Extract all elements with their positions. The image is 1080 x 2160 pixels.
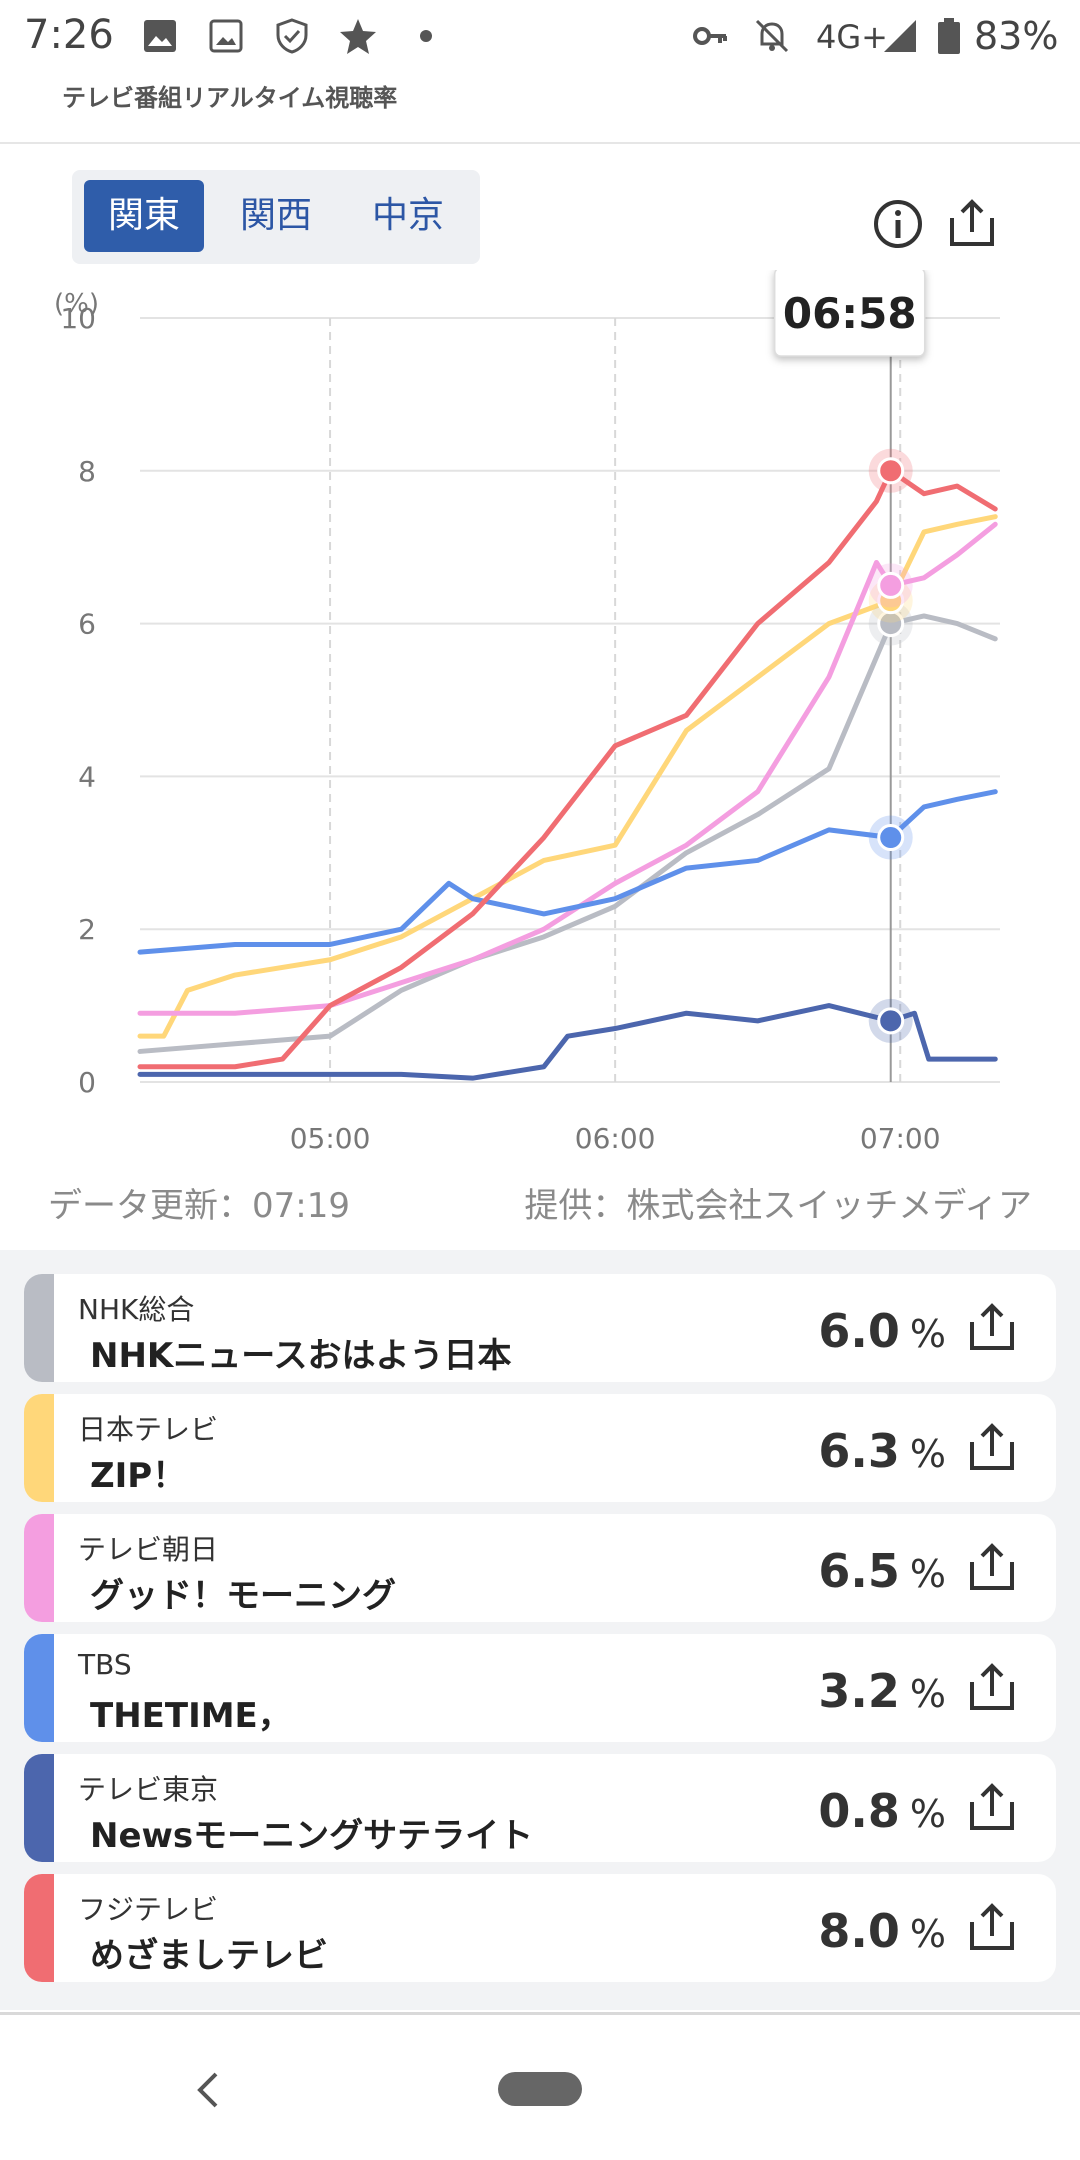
back-icon[interactable] bbox=[188, 2068, 228, 2112]
share-icon[interactable] bbox=[944, 196, 1000, 252]
data-updated-text: データ更新：07:19 bbox=[48, 1186, 350, 1226]
channel-name: フジテレビ bbox=[78, 1893, 219, 1926]
program-title: めざましテレビ bbox=[90, 1936, 328, 1976]
tooltip-time: 06:58 bbox=[783, 289, 917, 338]
share-icon[interactable] bbox=[964, 1420, 1020, 1476]
series-line bbox=[137, 514, 998, 1039]
provider-text: 提供：株式会社スイッチメディア bbox=[524, 1186, 1032, 1226]
x-tick-label: 05:00 bbox=[290, 1122, 371, 1155]
tab-chukyo[interactable]: 中京 bbox=[371, 195, 444, 236]
program-title: Newsモーニングサテライト bbox=[90, 1816, 534, 1856]
nav-divider bbox=[0, 2012, 1080, 2015]
rating-number: 0.8 bbox=[818, 1784, 900, 1838]
channel-name: 日本テレビ bbox=[78, 1413, 219, 1446]
program-card-nhk[interactable]: NHK総合 NHKニュースおはよう日本 6.0% bbox=[24, 1274, 1056, 1382]
rating-value: 6.3% bbox=[818, 1424, 946, 1478]
channel-color-stripe bbox=[24, 1754, 54, 1862]
y-tick-label: 8 bbox=[78, 455, 96, 488]
image-icon bbox=[209, 19, 243, 53]
series-marker bbox=[877, 571, 905, 599]
rating-unit: % bbox=[909, 1432, 946, 1476]
share-icon[interactable] bbox=[964, 1300, 1020, 1356]
rating-unit: % bbox=[909, 1792, 946, 1836]
y-axis-unit: (%) bbox=[54, 289, 99, 319]
shield-icon bbox=[276, 18, 308, 54]
share-icon[interactable] bbox=[964, 1660, 1020, 1716]
rating-value: 6.5% bbox=[818, 1544, 946, 1598]
program-title: グッド！モーニング bbox=[90, 1576, 396, 1616]
share-icon[interactable] bbox=[964, 1780, 1020, 1836]
rating-number: 3.2 bbox=[818, 1664, 900, 1718]
series-line bbox=[137, 789, 998, 955]
series-line bbox=[137, 1003, 998, 1081]
program-list: NHK総合 NHKニュースおはよう日本 6.0% 日本テレビ ZIP！ 6.3%… bbox=[0, 1250, 1080, 2010]
program-card-tv-asahi[interactable]: テレビ朝日 グッド！モーニング 6.5% bbox=[24, 1514, 1056, 1622]
channel-color-stripe bbox=[24, 1634, 54, 1742]
program-card-fuji[interactable]: フジテレビ めざましテレビ 8.0% bbox=[24, 1874, 1056, 1982]
channel-color-stripe bbox=[24, 1394, 54, 1502]
image-icon bbox=[144, 20, 176, 52]
share-icon[interactable] bbox=[964, 1540, 1020, 1596]
home-pill[interactable] bbox=[498, 2072, 582, 2106]
program-card-ntv[interactable]: 日本テレビ ZIP！ 6.3% bbox=[24, 1394, 1056, 1502]
ratings-chart: 0 2 4 6 8 10 (%) 05:00 06:00 07:00 06:58 bbox=[0, 267, 1080, 1170]
bell-off-icon bbox=[755, 19, 789, 53]
program-card-tv-tokyo[interactable]: テレビ東京 Newsモーニングサテライト 0.8% bbox=[24, 1754, 1056, 1862]
program-title: THETIME， bbox=[90, 1696, 292, 1736]
status-bar: 7:26 4G+ 83% bbox=[0, 0, 1080, 72]
rating-unit: % bbox=[909, 1912, 946, 1956]
program-card-tbs[interactable]: TBS THETIME， 3.2% bbox=[24, 1634, 1056, 1742]
y-tick-label: 6 bbox=[78, 608, 96, 641]
rating-number: 6.5 bbox=[818, 1544, 900, 1598]
dot-icon bbox=[420, 30, 432, 42]
status-time: 7:26 bbox=[24, 12, 114, 58]
channel-name: TBS bbox=[78, 1648, 132, 1681]
star-icon bbox=[340, 19, 376, 54]
tab-kansai[interactable]: 関西 bbox=[239, 195, 312, 236]
series-line bbox=[137, 468, 998, 1070]
series-marker bbox=[877, 457, 905, 485]
network-type: 4G+ bbox=[816, 18, 888, 56]
rating-number: 8.0 bbox=[818, 1904, 900, 1958]
tab-kanto[interactable]: 関東 bbox=[84, 180, 204, 252]
series-marker bbox=[877, 824, 905, 852]
series-marker bbox=[877, 1007, 905, 1035]
program-title: ZIP！ bbox=[90, 1456, 187, 1496]
rating-value: 6.0% bbox=[818, 1304, 946, 1358]
channel-name: テレビ東京 bbox=[78, 1773, 219, 1806]
x-tick-label: 06:00 bbox=[575, 1122, 656, 1155]
header-divider bbox=[0, 142, 1080, 144]
channel-name: NHK総合 bbox=[78, 1293, 195, 1326]
key-icon bbox=[693, 27, 727, 45]
channel-color-stripe bbox=[24, 1874, 54, 1982]
battery-percent: 83% bbox=[974, 14, 1059, 58]
y-tick-label: 10 bbox=[60, 302, 96, 335]
info-icon[interactable] bbox=[870, 196, 926, 252]
rating-value: 0.8% bbox=[818, 1784, 946, 1838]
battery-icon bbox=[938, 18, 960, 54]
channel-name: テレビ朝日 bbox=[78, 1533, 219, 1566]
ratings-chart-svg: 0 2 4 6 8 10(%) 05:00 06:00 07:00 06:58 bbox=[54, 267, 1000, 1155]
series-line bbox=[137, 521, 998, 1016]
region-tabs: 関東 関西 中京 bbox=[72, 170, 480, 264]
channel-color-stripe bbox=[24, 1514, 54, 1622]
signal-icon bbox=[884, 20, 916, 52]
rating-value: 3.2% bbox=[818, 1664, 946, 1718]
x-tick-label: 07:00 bbox=[860, 1122, 941, 1155]
rating-number: 6.3 bbox=[818, 1424, 900, 1478]
series-line bbox=[137, 613, 998, 1054]
page-subtitle: テレビ番組リアルタイム視聴率 bbox=[62, 84, 398, 112]
program-title: NHKニュースおはよう日本 bbox=[90, 1336, 512, 1376]
rating-unit: % bbox=[909, 1672, 946, 1716]
rating-value: 8.0% bbox=[818, 1904, 946, 1958]
share-icon[interactable] bbox=[964, 1900, 1020, 1956]
y-tick-label: 4 bbox=[78, 760, 96, 793]
y-tick-label: 0 bbox=[78, 1066, 96, 1099]
y-tick-label: 2 bbox=[78, 913, 96, 946]
rating-unit: % bbox=[909, 1552, 946, 1596]
rating-unit: % bbox=[909, 1312, 946, 1356]
rating-number: 6.0 bbox=[818, 1304, 900, 1358]
channel-color-stripe bbox=[24, 1274, 54, 1382]
